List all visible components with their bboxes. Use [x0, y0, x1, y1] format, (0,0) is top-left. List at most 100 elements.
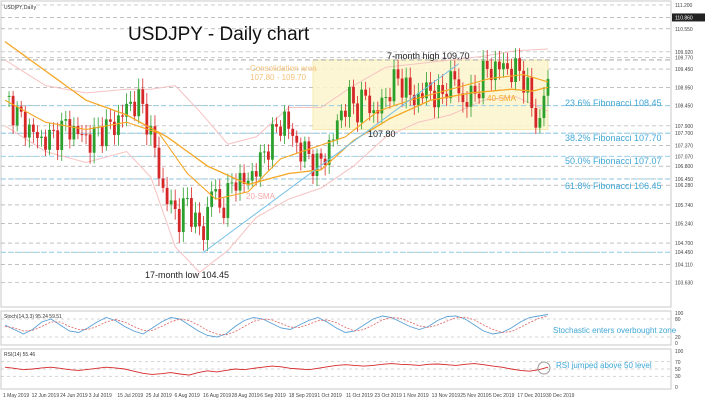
candle-body: [457, 79, 461, 94]
candle-body: [80, 134, 84, 136]
candle-body: [52, 129, 56, 131]
candle-body: [380, 97, 384, 114]
stochastic-panel-frame: [0, 310, 672, 346]
candle-body: [157, 147, 161, 179]
time-tick-label: 17 Dec 2019: [517, 393, 546, 399]
rsi-highlight-circle: [537, 361, 551, 375]
candle-body: [173, 200, 177, 209]
sma40-label: 40-SMA: [487, 94, 517, 103]
candle-body: [396, 69, 400, 79]
time-tick-label: 3 Jul 2019: [89, 393, 112, 399]
candle-body: [48, 129, 51, 150]
time-tick-label: 12 Jun 2019: [32, 393, 60, 399]
candle-body: [449, 71, 453, 99]
candle-body: [246, 180, 250, 184]
price-tick-label: 109.770: [675, 55, 693, 61]
candle-body: [437, 85, 440, 108]
candle-body: [206, 206, 210, 241]
candle-body: [291, 128, 295, 136]
trend-line: [203, 63, 460, 253]
candle-body: [283, 111, 287, 136]
candle-body: [506, 63, 509, 69]
candle-body: [534, 108, 538, 128]
candle-body: [469, 85, 473, 107]
candle-body: [368, 95, 372, 114]
candle-body: [23, 111, 27, 138]
candle-body: [287, 111, 291, 129]
time-tick-label: 6 Aug 2019: [174, 393, 200, 399]
candle-body: [465, 102, 469, 107]
time-tick-label: 1 May 2019: [3, 393, 29, 399]
candle-body: [271, 124, 274, 160]
fib-618-label: 61.8% Fibonacci 106.45: [565, 181, 662, 191]
candle-body: [518, 58, 522, 71]
candle-body: [453, 71, 457, 80]
candle-body: [226, 183, 230, 219]
rsi-tick-label: 50: [675, 367, 681, 373]
candle-body: [104, 119, 108, 147]
stoch-k-line: [4, 314, 549, 338]
stoch-tick-label: 80: [675, 317, 681, 323]
price-tick-label: 107.700: [675, 131, 693, 137]
candle-body: [153, 126, 157, 148]
time-tick-label: 11 Oct 2019: [346, 393, 373, 399]
candle-body: [364, 89, 368, 96]
candle-body: [473, 85, 477, 94]
candle-body: [60, 120, 64, 150]
price-tick-label: 109.920: [675, 50, 693, 56]
candle-body: [250, 171, 254, 181]
price-tick-label: 110.550: [675, 27, 693, 33]
sma20-label: 20-SMA: [246, 192, 276, 201]
candle-body: [210, 191, 214, 207]
candle-body: [202, 226, 205, 241]
candle-body: [416, 93, 420, 106]
time-tick-label: 5 Dec 2019: [489, 393, 515, 399]
candle-body: [526, 77, 530, 93]
candle-body: [262, 151, 266, 153]
candle-body: [441, 85, 445, 94]
price-tick-label: 107.070: [675, 154, 693, 160]
price-tag-label: 110.860: [675, 15, 693, 21]
time-tick-label: 30 Dec 2019: [546, 393, 575, 399]
candle-body: [40, 136, 43, 138]
price-tick-label: 106.800: [675, 164, 693, 170]
candle-body: [36, 131, 39, 138]
time-tick-label: 1 Nov 2019: [403, 393, 429, 399]
rsi-line: [4, 363, 549, 376]
low-10780-label: 107.80: [368, 129, 396, 139]
stochastic-header: Stoch(14,3,3) 95.24 59.51: [4, 314, 62, 320]
price-tick-label: 104.110: [675, 263, 693, 269]
candle-body: [331, 139, 335, 141]
symbol-label: USDJPY,Daily: [4, 5, 36, 11]
candle-body: [181, 198, 185, 233]
candle-body: [538, 118, 542, 128]
time-tick-label: 25 Nov 2019: [460, 393, 489, 399]
candle-body: [44, 136, 47, 150]
price-tick-label: 108.450: [675, 104, 693, 110]
price-tick-label: 111.200: [675, 3, 693, 9]
candle-body: [11, 95, 15, 126]
candle-body: [360, 89, 363, 123]
candle-body: [481, 60, 485, 99]
candle-body: [141, 89, 145, 104]
price-tick-label: 104.700: [675, 241, 693, 247]
candle-body: [92, 127, 96, 153]
price-tick-label: 103.630: [675, 280, 693, 286]
fib-236-label: 23.6% Fibonacci 108.45: [565, 98, 662, 108]
stoch-tick-label: 0: [675, 341, 678, 347]
candle-body: [412, 94, 416, 106]
candle-body: [76, 125, 80, 135]
price-tick-label: 106.450: [675, 177, 693, 183]
stochastic-note: Stochastic enters overbought zone: [553, 326, 677, 335]
candle-body: [137, 89, 141, 117]
candle-body: [384, 97, 388, 99]
candle-body: [497, 61, 501, 70]
candle-body: [254, 171, 258, 177]
candle-body: [408, 77, 412, 95]
candle-body: [177, 208, 181, 233]
candle-body: [165, 187, 169, 205]
main-panel-frame: [0, 0, 672, 308]
rsi-tick-label: 30: [675, 374, 681, 380]
